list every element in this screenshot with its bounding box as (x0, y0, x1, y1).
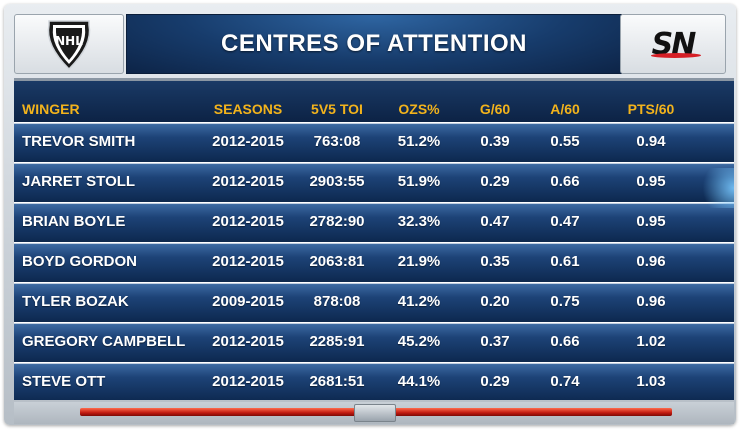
cell-ozs: 45.2% (397, 333, 441, 350)
cell-winger: BRIAN BOYLE (22, 213, 126, 230)
cell-g60: 0.20 (480, 293, 510, 310)
cell-pts60: 1.02 (636, 333, 666, 350)
nhl-logo-panel: NHL (14, 14, 124, 74)
cell-seasons: 2012-2015 (212, 373, 284, 390)
cell-g60: 0.29 (480, 373, 510, 390)
column-header-a60: A/60 (550, 101, 580, 117)
cell-toi: 2063:81 (309, 253, 365, 270)
cell-seasons: 2012-2015 (212, 133, 284, 150)
cell-a60: 0.47 (550, 213, 580, 230)
table-header: WINGER SEASONS 5V5 TOI OZS% G/60 A/60 PT… (14, 78, 734, 123)
table-row: STEVE OTT 2012-2015 2681:51 44.1% 0.29 0… (14, 362, 734, 400)
cell-ozs: 32.3% (397, 213, 441, 230)
cell-pts60: 0.96 (636, 293, 666, 310)
cell-g60: 0.39 (480, 133, 510, 150)
sn-swoosh-icon (649, 53, 703, 58)
bottom-bar (14, 402, 734, 424)
cell-g60: 0.47 (480, 213, 510, 230)
cell-pts60: 0.95 (636, 213, 666, 230)
cell-a60: 0.74 (550, 373, 580, 390)
nhl-shield-icon: NHL (47, 20, 91, 71)
cell-toi: 2903:55 (309, 173, 365, 190)
table-row: JARRET STOLL 2012-2015 2903:55 51.9% 0.2… (14, 162, 734, 200)
column-header-g60: G/60 (479, 101, 511, 117)
table-row: TREVOR SMITH 2012-2015 763:08 51.2% 0.39… (14, 122, 734, 160)
column-header-winger: WINGER (22, 101, 80, 117)
cell-pts60: 0.94 (636, 133, 666, 150)
cell-winger: STEVE OTT (22, 373, 106, 390)
cell-ozs: 51.9% (397, 173, 441, 190)
center-knob (354, 404, 396, 422)
cell-ozs: 21.9% (397, 253, 441, 270)
cell-g60: 0.29 (480, 173, 510, 190)
column-header-toi: 5V5 TOI (311, 101, 363, 117)
cell-toi: 763:08 (313, 133, 361, 150)
sn-logo-panel: SN (620, 14, 726, 74)
column-header-pts60: PTS/60 (627, 101, 675, 117)
cell-winger: TREVOR SMITH (22, 133, 136, 150)
cell-g60: 0.35 (480, 253, 510, 270)
cell-winger: GREGORY CAMPBELL (22, 333, 186, 350)
cell-seasons: 2009-2015 (212, 293, 284, 310)
cell-seasons: 2012-2015 (212, 173, 284, 190)
cell-a60: 0.61 (550, 253, 580, 270)
cell-winger: JARRET STOLL (22, 173, 136, 190)
cell-ozs: 51.2% (397, 133, 441, 150)
cell-toi: 2782:90 (309, 213, 365, 230)
cell-a60: 0.55 (550, 133, 580, 150)
nhl-logo-text: NHL (55, 34, 83, 48)
title-bar: CENTRES OF ATTENTION (126, 14, 622, 74)
cell-winger: BOYD GORDON (22, 253, 138, 270)
table-row: GREGORY CAMPBELL 2012-2015 2285:91 45.2%… (14, 322, 734, 360)
cell-seasons: 2012-2015 (212, 333, 284, 350)
cell-g60: 0.37 (480, 333, 510, 350)
sn-logo-icon: SN (621, 15, 725, 73)
cell-toi: 878:08 (313, 293, 361, 310)
table-row: BOYD GORDON 2012-2015 2063:81 21.9% 0.35… (14, 242, 734, 280)
cell-ozs: 41.2% (397, 293, 441, 310)
cell-toi: 2285:91 (309, 333, 365, 350)
cell-seasons: 2012-2015 (212, 213, 284, 230)
cell-winger: TYLER BOZAK (22, 293, 129, 310)
cell-a60: 0.66 (550, 173, 580, 190)
column-header-seasons: SEASONS (213, 101, 283, 117)
cell-toi: 2681:51 (309, 373, 365, 390)
cell-pts60: 0.95 (636, 173, 666, 190)
cell-pts60: 1.03 (636, 373, 666, 390)
page-title: CENTRES OF ATTENTION (221, 30, 527, 57)
graphic-frame: NHL CENTRES OF ATTENTION SN WINGER SEASO… (4, 4, 736, 425)
table-row: TYLER BOZAK 2009-2015 878:08 41.2% 0.20 … (14, 282, 734, 320)
cell-seasons: 2012-2015 (212, 253, 284, 270)
cell-pts60: 0.96 (636, 253, 666, 270)
cell-a60: 0.75 (550, 293, 580, 310)
column-header-ozs: OZS% (398, 101, 440, 117)
cell-a60: 0.66 (550, 333, 580, 350)
table-row: BRIAN BOYLE 2012-2015 2782:90 32.3% 0.47… (14, 202, 734, 240)
stats-table: WINGER SEASONS 5V5 TOI OZS% G/60 A/60 PT… (14, 78, 734, 400)
cell-ozs: 44.1% (397, 373, 441, 390)
